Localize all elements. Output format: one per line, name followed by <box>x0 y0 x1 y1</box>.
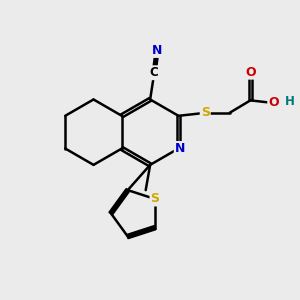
Text: S: S <box>151 193 160 206</box>
Text: N: N <box>152 44 163 57</box>
Text: C: C <box>149 66 158 79</box>
Text: H: H <box>285 95 295 108</box>
Text: O: O <box>245 66 256 79</box>
Text: O: O <box>268 96 279 109</box>
Text: S: S <box>201 106 210 119</box>
Text: N: N <box>175 142 185 155</box>
